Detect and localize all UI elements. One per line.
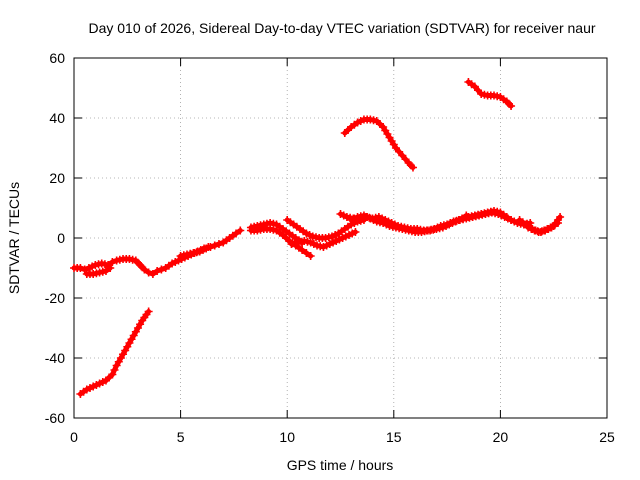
data-point [140,265,149,274]
y-tick-label: -20 [45,290,65,306]
data-point [153,267,162,275]
data-point [306,252,315,260]
data-point [298,246,307,254]
y-tick-label: 0 [57,230,65,246]
series-arc-8 [287,228,360,251]
data-point [108,370,117,379]
data-point [106,264,115,272]
x-tick-label: 10 [279,429,295,445]
data-point [144,307,153,316]
y-tick-label: -40 [45,350,65,366]
data-point [236,226,245,235]
data-point [210,241,219,250]
data-point [351,228,360,236]
data-point [556,213,565,221]
data-point [302,249,311,257]
data-series [70,78,565,398]
data-point [76,264,85,272]
x-tick-label: 0 [70,429,78,445]
x-tick-label: 20 [493,429,509,445]
chart-title: Day 010 of 2026, Sidereal Day-to-day VTE… [88,20,595,36]
data-point [206,243,215,251]
data-point [507,102,516,110]
data-point [214,240,223,248]
data-point [408,163,417,172]
x-tick-label: 25 [599,429,615,445]
series-arc-11 [464,207,516,224]
series-arc-3 [176,226,245,260]
data-point [507,216,516,224]
grid [74,58,607,418]
data-point [101,267,110,275]
data-point [232,229,241,238]
data-point [157,265,166,274]
y-tick-label: -60 [45,410,65,426]
series-arc-14 [340,115,417,172]
data-point [502,213,511,221]
data-point [144,268,153,277]
y-tick-label: 20 [49,170,65,186]
x-tick-label: 5 [177,429,185,445]
y-tick-label: 60 [49,50,65,66]
data-point [110,366,119,374]
series-arc-2 [82,264,115,278]
x-axis-label: GPS time / hours [287,457,394,473]
data-point [202,244,211,253]
series-arc-15 [464,78,516,110]
series-arc-10 [347,208,535,236]
y-tick-label: 40 [49,110,65,126]
x-tick-label: 15 [386,429,402,445]
series-arc-4 [76,307,153,398]
axis-ticks: 0 5 10 15 20 25 -60 -40 -20 0 20 40 60 [45,50,615,445]
series-arc-13 [524,213,565,236]
data-point [148,270,157,278]
chart-title-group: Day 010 of 2026, Sidereal Day-to-day VTE… [88,20,595,36]
data-point [80,265,89,274]
y-axis-label: SDTVAR / TECUs [6,182,22,294]
data-point [108,258,117,266]
